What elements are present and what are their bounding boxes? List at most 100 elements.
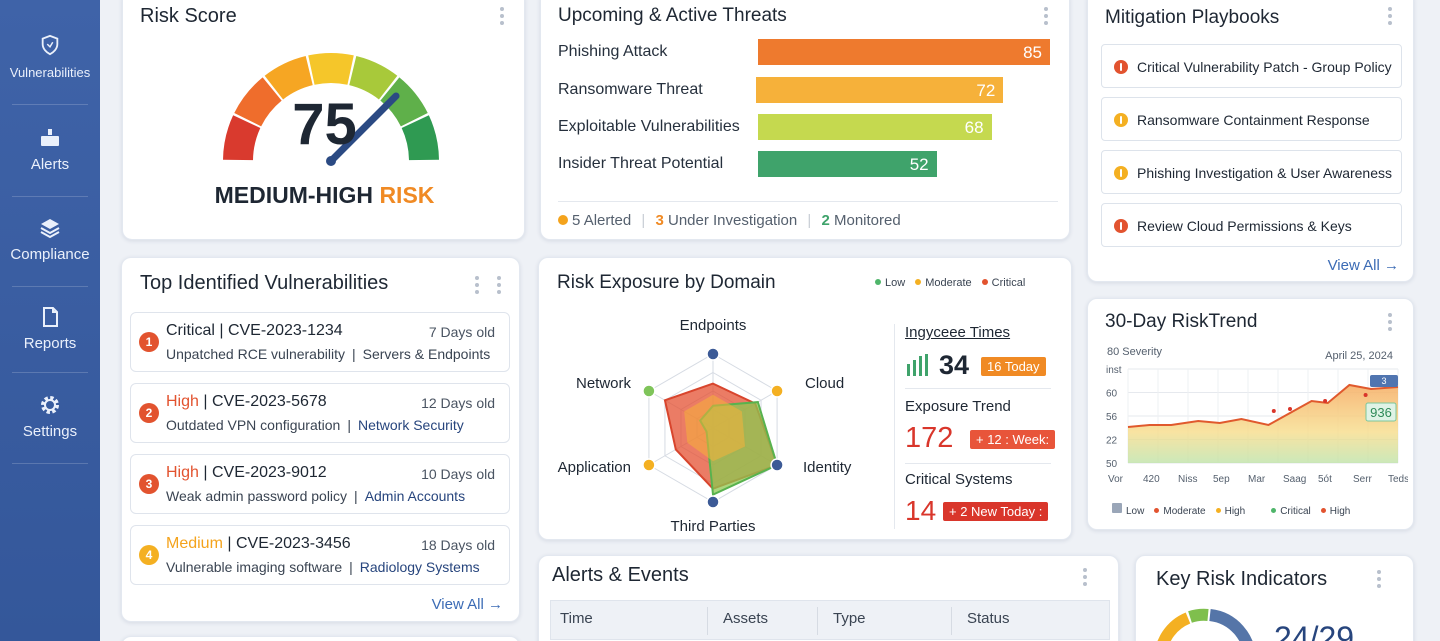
exposure-legend: Low Moderate Critical xyxy=(875,277,1025,289)
divider xyxy=(558,201,1058,202)
view-all-link[interactable]: View All → xyxy=(1328,257,1399,274)
risk-score-value: 75 xyxy=(292,92,357,157)
trend-date: April 25, 2024 xyxy=(1325,350,1393,362)
severity-badge-icon: 3 xyxy=(139,474,159,494)
more-options-icon[interactable] xyxy=(1387,313,1393,333)
cve-id: | CVE-2023-3456 xyxy=(227,535,351,552)
more-options-icon[interactable] xyxy=(1387,7,1393,27)
playbook-item[interactable]: Critical Vulnerability Patch - Group Pol… xyxy=(1101,44,1402,88)
vulnerability-title: High | CVE-2023-5678 xyxy=(166,393,327,411)
desc-sep: | xyxy=(351,346,356,362)
sidebar-item-label: Reports xyxy=(23,335,77,352)
sidebar-item-alerts[interactable]: Alerts xyxy=(0,126,100,173)
card-title: Alerts & Events xyxy=(552,564,689,586)
alert-circle-icon xyxy=(1114,166,1128,180)
desc-text: Unpatched RCE vulnerability xyxy=(166,346,345,362)
investigation-count: 3 xyxy=(655,212,664,229)
severity-label: High xyxy=(166,393,199,410)
trend-value: 936 xyxy=(1370,405,1392,420)
alert-circle-icon xyxy=(1114,60,1128,74)
sidebar-item-vulnerabilities[interactable]: Vulnerabilities xyxy=(0,34,100,81)
radar-node xyxy=(642,384,656,398)
vulnerability-title: Critical | CVE-2023-1234 xyxy=(166,322,343,340)
y-tick-label: 60 xyxy=(1106,389,1118,400)
more-options-icon[interactable] xyxy=(1043,7,1049,27)
age-unit: Days old xyxy=(440,324,495,340)
bars-icon xyxy=(907,354,928,376)
affected-area: Network Security xyxy=(357,417,464,433)
view-all-link[interactable]: View All → xyxy=(432,596,503,613)
view-all-label: View All xyxy=(1327,257,1380,274)
sidebar-item-settings[interactable]: Settings xyxy=(0,393,100,440)
trend-tag xyxy=(1370,375,1398,387)
age-number: 7 xyxy=(428,324,437,340)
sidebar-item-label: Compliance xyxy=(10,246,90,263)
threat-bar: 68 xyxy=(758,114,992,140)
sidebar-item-label: Vulnerabilities xyxy=(9,65,91,80)
vulnerability-item[interactable]: 1 Critical | CVE-2023-1234 7 Days old Unpat… xyxy=(130,312,510,372)
column-header[interactable]: Assets xyxy=(723,610,769,627)
column-header[interactable]: Time xyxy=(560,610,593,627)
trend-value-box xyxy=(1365,402,1397,422)
threat-value: 85 xyxy=(1023,43,1042,62)
threat-row[interactable]: Phishing Attack 85 xyxy=(558,39,1050,65)
card-title: Top Identified Vulnerabilities xyxy=(140,272,389,294)
trend-tag-label: 3 xyxy=(1381,376,1386,386)
threat-row[interactable]: Insider Threat Potential 52 xyxy=(558,151,1038,177)
alerted-count: 5 xyxy=(572,212,581,229)
sidebar-item-compliance[interactable]: Compliance xyxy=(0,216,100,263)
threat-value: 68 xyxy=(964,118,984,137)
legend-label: Moderate xyxy=(925,277,972,289)
gauge-segment xyxy=(234,77,282,127)
vulnerability-item[interactable]: 2 High | CVE-2023-5678 12 Days old Outdated… xyxy=(130,383,510,443)
vulnerability-desc: Unpatched RCE vulnerability | Servers & En… xyxy=(166,346,490,362)
critical-badge: + 2 New Today : xyxy=(943,502,1049,521)
age-unit: Days old xyxy=(440,395,495,411)
radar-axis-label: Application xyxy=(558,459,631,476)
more-options-icon[interactable] xyxy=(496,276,502,296)
card-title: Key Risk Indicators xyxy=(1156,568,1328,590)
threat-row[interactable]: Ransomware Threat 72 xyxy=(558,77,1038,103)
more-options-icon[interactable] xyxy=(1082,568,1088,588)
shield-icon xyxy=(41,34,59,56)
sidebar-item-reports[interactable]: Reports xyxy=(0,305,100,352)
gauge-segment xyxy=(264,56,313,100)
age-label: 18 Days old xyxy=(421,537,495,553)
vulnerability-title: High | CVE-2023-9012 xyxy=(166,464,327,482)
gear-icon xyxy=(41,396,59,414)
alerts-table-header: Time Assets Type Status xyxy=(550,600,1110,640)
radar-node xyxy=(642,458,656,472)
vulnerability-item[interactable]: 4 Medium | CVE-2023-3456 18 Days old Vulner… xyxy=(130,525,510,585)
playbook-item[interactable]: Ransomware Containment Response xyxy=(1101,97,1402,141)
severity-badge-icon: 1 xyxy=(139,332,159,352)
radar-node xyxy=(706,495,720,509)
x-tick-label: Serr xyxy=(1353,474,1373,485)
filter-icon[interactable] xyxy=(474,276,480,296)
playbooks-card: Mitigation Playbooks Critical Vulnerabil… xyxy=(1087,0,1414,282)
column-header[interactable]: Type xyxy=(833,610,866,627)
vulnerabilities-card: Top Identified Vulnerabilities 1 Critical… xyxy=(121,257,520,622)
more-options-icon[interactable] xyxy=(1376,570,1382,590)
card-title: Upcoming & Active Threats xyxy=(558,5,787,26)
divider xyxy=(817,607,818,635)
playbook-label: Ransomware Containment Response xyxy=(1137,112,1370,128)
x-tick-label: Niss xyxy=(1178,474,1197,485)
legend-dot-icon xyxy=(1154,508,1160,513)
severity-label: Medium xyxy=(166,535,223,552)
sidebar-item-label: Alerts xyxy=(30,156,70,173)
card-title: 30-Day RiskTrend xyxy=(1105,311,1258,332)
playbook-item[interactable]: Review Cloud Permissions & Keys xyxy=(1101,203,1402,247)
monitored-label: Monitored xyxy=(834,212,901,229)
column-header[interactable]: Status xyxy=(967,610,1010,627)
monitored-count: 2 xyxy=(821,212,830,229)
y-tick-label: 22 xyxy=(1106,436,1118,447)
gauge-segment xyxy=(380,77,428,127)
more-options-icon[interactable] xyxy=(499,7,505,27)
risk-level-suffix: RISK xyxy=(379,182,435,208)
trend-point xyxy=(1271,409,1276,413)
threat-row[interactable]: Exploitable Vulnerabilities 68 xyxy=(558,114,1038,140)
arrow-right-icon: → xyxy=(1384,257,1399,274)
trend-chart: 3 936 inst 60 56 22 50 Vor 420 Niss 5ep Mar Saag 5ót S… xyxy=(1106,365,1408,485)
vulnerability-item[interactable]: 3 High | CVE-2023-9012 10 Days old Weak adm… xyxy=(130,454,510,514)
playbook-item[interactable]: Phishing Investigation & User Awareness xyxy=(1101,150,1402,194)
